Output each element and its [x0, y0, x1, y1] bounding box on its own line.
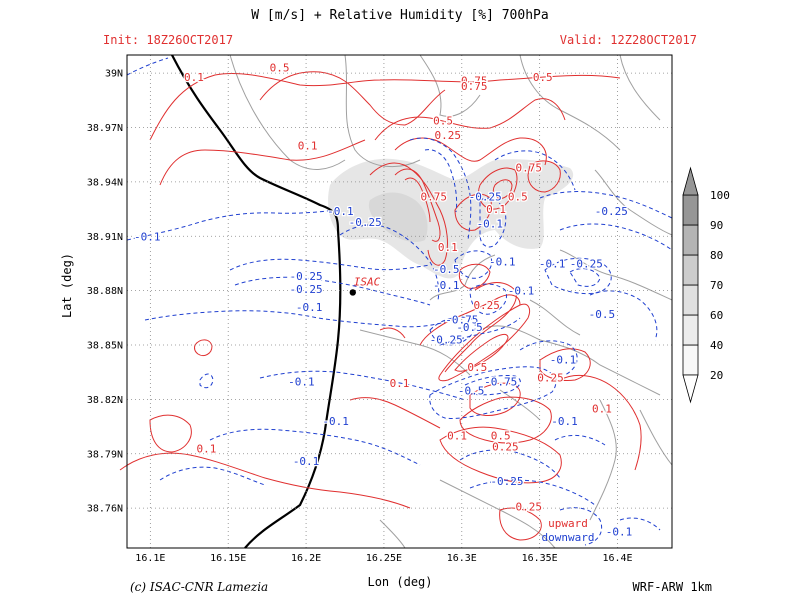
contour-label: -0.25 — [490, 475, 523, 488]
contour-label: -0.1 — [134, 230, 161, 243]
y-tick-label: 38.79N — [87, 449, 123, 460]
isac-label: ISAC — [354, 275, 381, 288]
contour-label: 0.1 — [592, 402, 612, 415]
colorbar-label: 40 — [710, 339, 723, 352]
colorbar-top-arrow — [682, 166, 699, 196]
contour-label: 0.1 — [447, 430, 467, 443]
colorbar-label: 60 — [710, 309, 723, 322]
contour-label: -0.1 — [327, 205, 354, 218]
y-tick-label: 38.97N — [87, 123, 123, 134]
colorbar-label: 100 — [710, 189, 730, 202]
contour-label: 0.1 — [438, 241, 458, 254]
contour-label: -0.25 — [570, 257, 603, 270]
downward-contours — [126, 57, 673, 546]
contour-label: 0.75 — [421, 190, 448, 203]
contour-label: -0.1 — [477, 218, 504, 231]
contour-label: 0.5 — [533, 71, 553, 84]
contour-label: 0.1 — [486, 203, 506, 216]
contour-label: 0.5 — [433, 114, 453, 127]
contour-label: -0.1 — [296, 301, 323, 314]
contour-label: 0.75 — [461, 74, 488, 87]
contour-label: 0.25 — [515, 500, 542, 513]
contour-label: 0.75 — [515, 161, 542, 174]
upward-contours — [119, 71, 642, 541]
contour-label: -0.5 — [433, 263, 460, 276]
x-tick-label: 16.25E — [366, 553, 402, 564]
contour-label: 0.1 — [196, 442, 216, 455]
credit-text: (c) ISAC-CNR Lamezia — [130, 580, 269, 594]
y-tick-label: 38.76N — [87, 504, 123, 515]
contour-label: -0.75 — [445, 314, 478, 327]
legend-upward: upward — [548, 517, 588, 530]
contour-label: -0.1 — [288, 375, 315, 388]
y-tick-label: 38.91N — [87, 232, 123, 243]
contour-label: 0.1 — [298, 140, 318, 153]
colorbar-segment — [682, 284, 699, 316]
model-name: WRF-ARW 1km — [632, 580, 712, 594]
contour-label: -0.1 — [550, 354, 577, 367]
plot-frame — [126, 54, 673, 549]
contour-label: -0.1 — [322, 415, 349, 428]
y-tick-label: 38.82N — [87, 395, 123, 406]
contour-label: 0.25 — [492, 441, 519, 454]
y-tick-label: 39N — [105, 69, 123, 80]
contour-label: -0.25 — [290, 270, 323, 283]
contour-label: 0.1 — [184, 71, 204, 84]
y-tick-label: 38.85N — [87, 341, 123, 352]
contour-label: -0.1 — [508, 285, 535, 298]
colorbar-label: 20 — [710, 369, 723, 382]
init-time: Init: 18Z26OCT2017 — [103, 33, 234, 47]
x-tick-label: 16.3E — [447, 553, 477, 564]
colorbar-segment — [682, 344, 699, 376]
x-tick-label: 16.15E — [210, 553, 246, 564]
coastline — [171, 54, 342, 549]
colorbar-segment — [682, 254, 699, 286]
map-title: W [m/s] + Relative Humidity [%] 700hPa — [251, 8, 549, 23]
contour-label: -0.25 — [595, 205, 628, 218]
colorbar-segment — [682, 224, 699, 256]
colorbar-segment — [682, 314, 699, 346]
contour-label: -0.1 — [293, 455, 320, 468]
x-axis-label: Lon (deg) — [367, 575, 433, 589]
contour-label: 0.5 — [491, 430, 511, 443]
contour-label: 0.5 — [270, 62, 290, 75]
contour-label: 0.5 — [467, 361, 487, 374]
legend-downward: downward — [542, 531, 595, 544]
contour-label: -0.25 — [290, 283, 323, 296]
colorbar-bottom-arrow — [682, 374, 699, 404]
contour-label: -0.25 — [349, 216, 382, 229]
isac-marker — [349, 289, 356, 296]
contour-label: 0.25 — [435, 129, 462, 142]
colorbar-label: 80 — [710, 249, 723, 262]
contour-label: -0.25 — [469, 190, 502, 203]
contour-label: -0.75 — [484, 375, 517, 388]
contour-label: -0.1 — [606, 526, 633, 539]
contour-label: -0.5 — [456, 321, 483, 334]
contour-label: 0.75 — [461, 80, 488, 93]
x-tick-label: 16.1E — [135, 553, 165, 564]
x-tick-label: 16.2E — [291, 553, 321, 564]
y-tick-label: 38.94N — [87, 177, 123, 188]
contour-label: -0.1 — [489, 256, 516, 269]
colorbar-segment — [682, 194, 699, 226]
colorbar-label: 70 — [710, 279, 723, 292]
x-tick-label: 16.35E — [522, 553, 558, 564]
colorbar-label: 90 — [710, 219, 723, 232]
contour-label: -0.5 — [589, 308, 616, 321]
contour-label: -0.25 — [430, 334, 463, 347]
contour-label: -0.1 — [539, 257, 566, 270]
contour-label: -0.1 — [551, 415, 578, 428]
contour-label: 0.25 — [473, 299, 500, 312]
contour-label: 0.25 — [537, 372, 564, 385]
contour-label: -0.5 — [458, 384, 485, 397]
humidity-area-mid — [368, 192, 428, 243]
x-tick-label: 16.4E — [602, 553, 632, 564]
contour-label: 0.5 — [508, 190, 528, 203]
y-tick-label: 38.88N — [87, 286, 123, 297]
contour-label: -0.1 — [433, 279, 460, 292]
contour-label: 0.1 — [390, 377, 410, 390]
valid-time: Valid: 12Z28OCT2017 — [559, 33, 697, 47]
